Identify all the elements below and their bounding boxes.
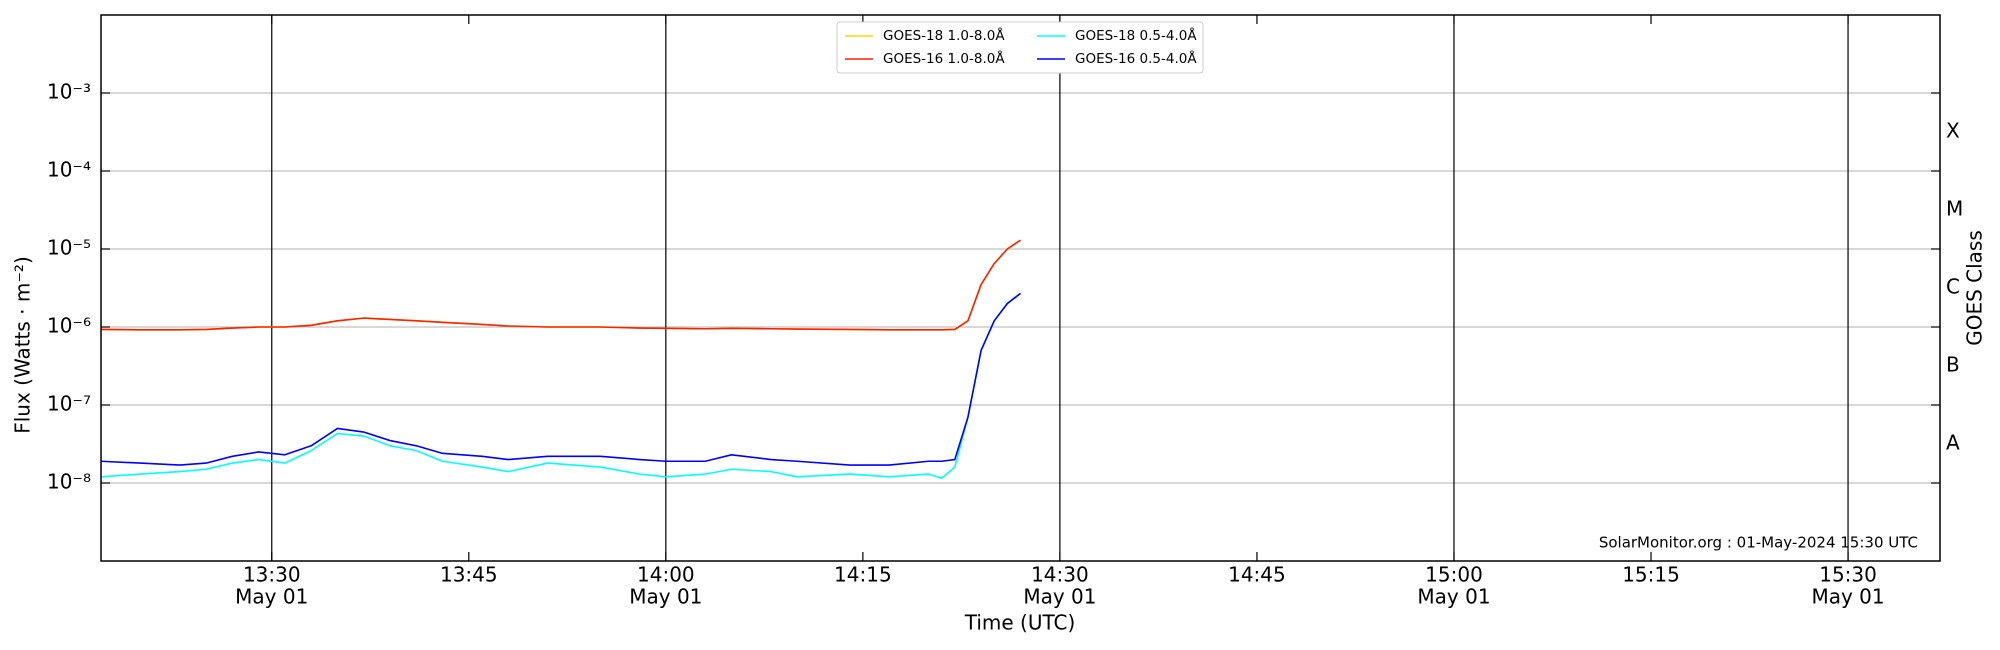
x-tick-label: 13:45 bbox=[440, 563, 498, 587]
legend-label: GOES-16 1.0-8.0Å bbox=[883, 50, 1005, 67]
y2-tick-label: A bbox=[1946, 431, 1960, 455]
plot-frame bbox=[100, 14, 1941, 562]
x-tick-label: 15:00 bbox=[1425, 563, 1483, 587]
x-tick-label: 15:30 bbox=[1819, 563, 1877, 587]
x-tick-label: 14:15 bbox=[834, 563, 892, 587]
y-tick-label: 10⁻⁴ bbox=[47, 158, 91, 182]
y-tick-label: 10⁻⁵ bbox=[47, 236, 91, 260]
legend: GOES-18 1.0-8.0Å GOES-16 1.0-8.0Å GOES-18 … bbox=[836, 21, 1204, 74]
y-tick-label: 10⁻⁶ bbox=[47, 314, 91, 338]
series-line bbox=[100, 292, 1021, 480]
y2-tick-label: B bbox=[1946, 353, 1960, 377]
x-tick-date: May 01 bbox=[629, 585, 702, 609]
legend-label: GOES-18 1.0-8.0Å bbox=[883, 27, 1005, 44]
x-tick-date: May 01 bbox=[1417, 585, 1490, 609]
y2-axis-label: GOES Class bbox=[1963, 230, 1987, 346]
x-tick-label: 13:30 bbox=[243, 563, 301, 587]
y-tick-label: 10⁻³ bbox=[47, 80, 91, 104]
y2-tick-label: C bbox=[1946, 275, 1960, 299]
x-tick-label: 14:00 bbox=[637, 563, 695, 587]
x-tick-date: May 01 bbox=[1811, 585, 1884, 609]
x-tick-date: May 01 bbox=[235, 585, 308, 609]
series-line bbox=[100, 239, 1021, 331]
legend-label: GOES-16 0.5-4.0Å bbox=[1075, 50, 1197, 67]
y-tick-label: 10⁻⁸ bbox=[47, 470, 91, 494]
series-line bbox=[100, 239, 1021, 331]
x-tick-label: 14:30 bbox=[1031, 563, 1089, 587]
y-tick-label: 10⁻⁷ bbox=[47, 392, 91, 416]
legend-label: GOES-18 0.5-4.0Å bbox=[1075, 27, 1197, 44]
x-tick-date: May 01 bbox=[1023, 585, 1096, 609]
x-tick-label: 15:15 bbox=[1622, 563, 1680, 587]
y2-tick-label: M bbox=[1946, 197, 1963, 221]
series-line bbox=[100, 292, 1021, 466]
y2-tick-label: X bbox=[1946, 119, 1960, 143]
x-tick-label: 14:45 bbox=[1228, 563, 1286, 587]
annotation: SolarMonitor.org : 01-May-2024 15:30 UTC bbox=[1599, 534, 1918, 552]
legend-box bbox=[836, 21, 1204, 74]
y-axis-label: Flux (Watts · m⁻²) bbox=[11, 256, 35, 434]
x-axis-label: Time (UTC) bbox=[964, 611, 1076, 635]
